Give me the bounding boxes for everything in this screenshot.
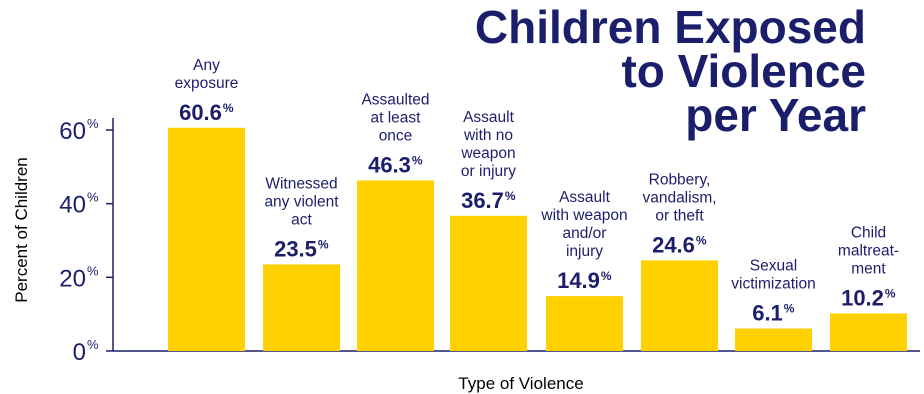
category-label: Witnessed — [265, 175, 337, 192]
category-label: Child — [851, 224, 886, 241]
category-label: act — [291, 211, 312, 228]
category-label: Any — [193, 57, 220, 74]
bar-value-suffix: % — [505, 189, 516, 203]
chart-title-line: Children Exposed — [475, 1, 866, 53]
y-tick-label: 20 — [59, 265, 86, 292]
category-label: Sexual — [750, 258, 797, 275]
chart-title-line: per Year — [685, 89, 866, 141]
y-tick-label: 60 — [59, 118, 86, 145]
y-tick-suffix: % — [87, 190, 99, 205]
bar-value-suffix: % — [318, 237, 329, 251]
bar — [450, 215, 527, 351]
category-label: Robbery, — [649, 171, 711, 188]
category-label: weapon — [460, 145, 515, 162]
bar-value-suffix: % — [223, 101, 234, 115]
bar-value-label: 6.1 — [752, 301, 783, 326]
category-label: or injury — [461, 163, 516, 180]
category-label: once — [379, 127, 413, 144]
bar-value-label: 24.6 — [652, 232, 695, 257]
category-label: Assault — [559, 189, 611, 206]
bar-value-label: 46.3 — [368, 152, 411, 177]
bar-value-suffix: % — [784, 302, 795, 316]
bars — [168, 127, 907, 351]
category-label: and/or — [563, 225, 607, 242]
category-label: at least — [371, 109, 422, 126]
category-label: Assault — [463, 109, 515, 126]
bar-value-suffix: % — [412, 153, 423, 167]
category-label: or theft — [655, 207, 704, 224]
category-label: exposure — [175, 75, 239, 92]
y-tick-suffix: % — [87, 337, 99, 352]
bar-value-label: 14.9 — [557, 268, 600, 293]
bar-value-suffix: % — [696, 233, 707, 247]
category-label: injury — [566, 243, 603, 260]
x-axis-title: Type of Violence — [458, 374, 583, 393]
bar-value-label: 60.6 — [179, 100, 222, 125]
bar — [735, 328, 812, 351]
category-label: victimization — [731, 276, 815, 293]
bar-value-suffix: % — [885, 286, 896, 300]
bar — [546, 296, 623, 351]
category-label: with weapon — [540, 207, 627, 224]
y-axis-title: Percent of Children — [12, 157, 31, 303]
bar — [641, 260, 718, 351]
category-label: ment — [851, 260, 886, 277]
y-tick-label: 0 — [73, 339, 86, 366]
category-label: maltreat- — [838, 242, 899, 259]
y-axis: 0 %20 %40 %60% — [59, 116, 920, 366]
category-label: with no — [463, 127, 513, 144]
bar-value-suffix: % — [601, 269, 612, 283]
y-tick-suffix: % — [87, 263, 99, 278]
bar-value-label: 23.5 — [274, 236, 317, 261]
bar-value-label: 36.7 — [461, 188, 504, 213]
chart-title-line: to Violence — [621, 45, 866, 97]
bar — [168, 127, 245, 351]
bar — [357, 180, 434, 351]
y-tick-suffix: % — [87, 116, 99, 131]
bar — [263, 264, 340, 351]
bar — [830, 313, 907, 351]
category-label: Assaulted — [361, 91, 429, 108]
category-label: vandalism, — [642, 189, 716, 206]
category-label: any violent — [264, 193, 339, 210]
bar-value-label: 10.2 — [841, 285, 884, 310]
y-tick-label: 40 — [59, 192, 86, 219]
